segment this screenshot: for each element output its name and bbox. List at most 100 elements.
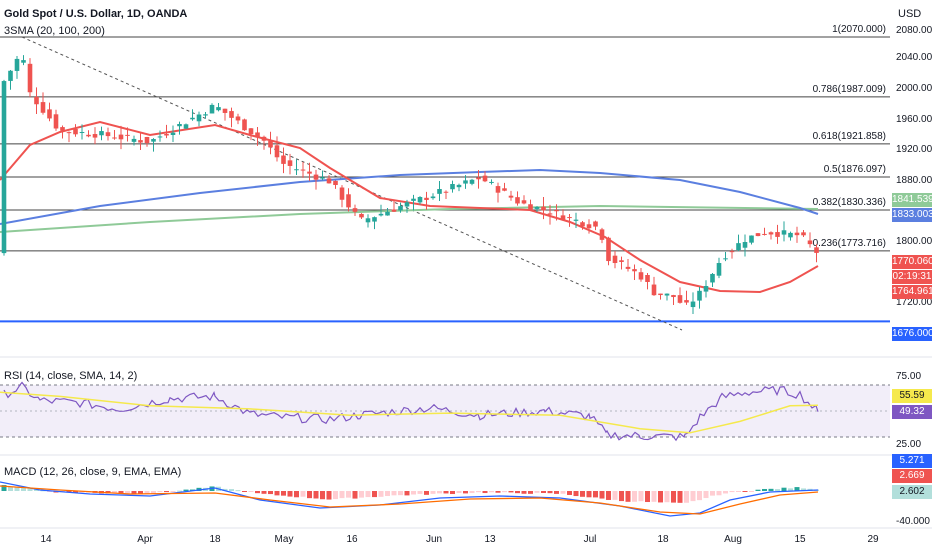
macd-bar xyxy=(677,491,683,503)
fib-label: 0.5(1876.097) xyxy=(824,164,886,175)
macd-bar xyxy=(697,491,702,501)
macd-bar xyxy=(144,491,150,495)
candle-body xyxy=(209,104,215,114)
candle-body xyxy=(326,178,332,184)
candle-body xyxy=(352,208,358,212)
candle-body xyxy=(508,195,514,198)
candle-body xyxy=(469,179,475,184)
macd-bar xyxy=(664,491,670,503)
macd-bar xyxy=(703,491,709,499)
candle-body xyxy=(14,58,20,71)
candle-body xyxy=(417,197,423,203)
candle-body xyxy=(177,124,182,127)
macd-bar xyxy=(378,491,384,497)
macd-bar xyxy=(599,491,605,499)
fib-label: 1(2070.000) xyxy=(832,24,886,35)
macd-bar xyxy=(749,491,754,492)
candle-body xyxy=(684,300,689,303)
candle-body xyxy=(456,184,462,188)
macd-bar xyxy=(710,491,715,496)
macd-bar xyxy=(469,491,475,494)
candle-body xyxy=(92,134,98,138)
macd-bar xyxy=(27,488,33,491)
macd-bar xyxy=(151,491,156,494)
macd-bar xyxy=(274,491,280,496)
rsi-ma-line xyxy=(0,391,819,434)
fib-label: 0.236(1773.716) xyxy=(813,238,886,249)
fib-label: 0.786(1987.009) xyxy=(813,84,886,95)
candle-body xyxy=(411,198,416,201)
candle-body xyxy=(86,134,91,137)
macd-bar xyxy=(326,491,332,500)
macd-bar xyxy=(723,491,728,494)
rsi-legend[interactable]: RSI (14, close, SMA, 14, 2) xyxy=(4,370,138,382)
macd-bar xyxy=(482,491,488,494)
macd-bar xyxy=(489,491,494,493)
candle-body xyxy=(183,124,189,129)
price-tick: 2000.000 xyxy=(896,83,932,94)
candle-body xyxy=(151,139,156,142)
time-tick: Jul xyxy=(584,534,597,545)
candle-body xyxy=(346,194,351,208)
candle-body xyxy=(248,128,254,135)
macd-bar xyxy=(313,491,319,499)
rsi-badge: 49.32 xyxy=(892,405,932,419)
macd-bar xyxy=(755,489,761,491)
macd-legend[interactable]: MACD (12, 26, close, 9, EMA, EMA) xyxy=(4,466,182,478)
macd-bar xyxy=(307,491,312,499)
candle-body xyxy=(606,237,611,262)
currency-label: USD xyxy=(898,8,922,20)
candle-body xyxy=(255,132,260,137)
candle-body xyxy=(697,290,702,301)
candle-body xyxy=(612,255,618,264)
time-tick: Jun xyxy=(426,534,442,545)
macd-bar xyxy=(528,491,533,494)
macd-bar xyxy=(612,491,618,500)
macd-bar xyxy=(398,491,403,496)
macd-bar xyxy=(157,491,163,493)
macd-bar xyxy=(762,488,767,491)
candle-body xyxy=(287,160,293,166)
price-badge: 1833.003 xyxy=(892,208,932,222)
candle-body xyxy=(567,217,572,219)
candle-body xyxy=(807,240,813,245)
candle-body xyxy=(112,137,117,139)
macd-bar xyxy=(541,491,546,493)
candle-body xyxy=(658,293,663,296)
macd-bar xyxy=(268,491,273,495)
macd-bar xyxy=(742,491,748,492)
candle-body xyxy=(541,206,546,211)
sma200-line xyxy=(0,204,819,233)
candle-body xyxy=(645,275,650,282)
macd-bar xyxy=(456,491,462,493)
candle-body xyxy=(131,138,137,142)
candle-body xyxy=(794,232,800,236)
macd-bar xyxy=(658,491,663,503)
candle-body xyxy=(73,128,78,135)
candle-body xyxy=(105,132,111,137)
macd-bar xyxy=(794,487,800,491)
macd-bar xyxy=(521,491,527,494)
candle-body xyxy=(632,269,637,272)
price-tick: 2080.000 xyxy=(896,25,932,36)
candle-body xyxy=(762,233,767,235)
candle-body xyxy=(8,70,13,81)
candle-body xyxy=(723,258,728,260)
price-tick: 1960.000 xyxy=(896,114,932,125)
candle-body xyxy=(599,229,605,240)
candle-body xyxy=(157,136,163,138)
fib-label: 0.618(1921.858) xyxy=(813,131,886,142)
macd-bar xyxy=(495,491,501,493)
price-tick: 1920.000 xyxy=(896,144,932,155)
macd-bar xyxy=(222,488,228,491)
candle-body xyxy=(216,107,221,111)
macd-bar xyxy=(690,491,696,502)
macd-bar xyxy=(567,491,572,495)
time-tick: May xyxy=(275,534,294,545)
sma-legend[interactable]: 3SMA (20, 100, 200) xyxy=(4,25,105,37)
macd-bar xyxy=(430,491,436,494)
candle-body xyxy=(781,230,787,235)
price-badge: 1770.060 xyxy=(892,255,932,269)
macd-bar xyxy=(281,491,286,496)
